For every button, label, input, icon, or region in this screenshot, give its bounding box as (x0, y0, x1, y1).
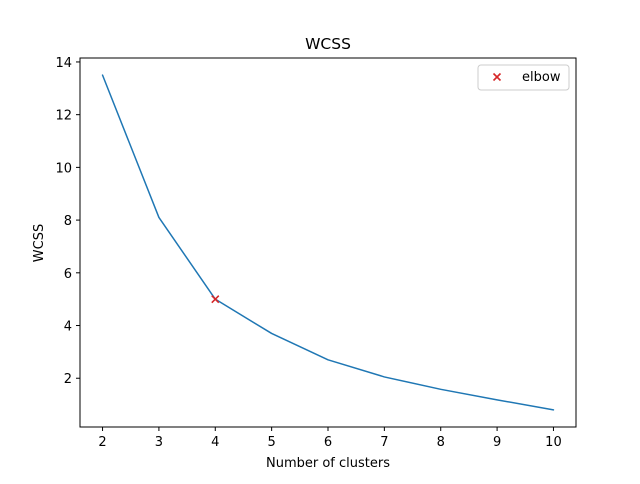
legend-elbow-marker-icon (492, 72, 502, 82)
x-axis-label: Number of clusters (266, 456, 390, 471)
x-tick-label: 3 (155, 435, 163, 450)
x-tick-label: 5 (267, 435, 275, 450)
elbow-marker-icon (211, 295, 220, 304)
legend: elbow (477, 64, 570, 91)
x-tick-label: 7 (380, 435, 388, 450)
y-tick-label: 4 (64, 320, 72, 335)
x-tick-label: 6 (324, 435, 332, 450)
legend-x-icon (492, 72, 502, 82)
x-axis: 2 3 4 5 6 7 8 9 10 (98, 427, 562, 450)
legend-box (477, 64, 570, 91)
plot-area (101, 74, 555, 411)
x-tick-label: 2 (98, 435, 106, 450)
marker-stroke (492, 72, 502, 82)
legend-elbow-label: elbow (522, 70, 561, 85)
y-tick-label: 14 (55, 56, 72, 71)
y-tick-label: 6 (64, 267, 72, 282)
series-line-0 (101, 74, 555, 411)
x-tick-label: 4 (211, 435, 219, 450)
x-tick-label: 8 (437, 435, 445, 450)
y-tick-label: 12 (55, 109, 72, 124)
y-tick-label: 10 (55, 161, 72, 176)
axes-frame (79, 57, 577, 428)
marker-stroke (211, 295, 220, 304)
y-axis: 2 4 6 8 10 12 14 (55, 56, 80, 387)
y-axis-label: WCSS (32, 224, 47, 262)
x-tick-label: 10 (545, 435, 562, 450)
y-tick-label: 2 (64, 372, 72, 387)
chart-title: WCSS (305, 35, 351, 53)
x-tick-label: 9 (493, 435, 501, 450)
y-tick-label: 8 (64, 214, 72, 229)
